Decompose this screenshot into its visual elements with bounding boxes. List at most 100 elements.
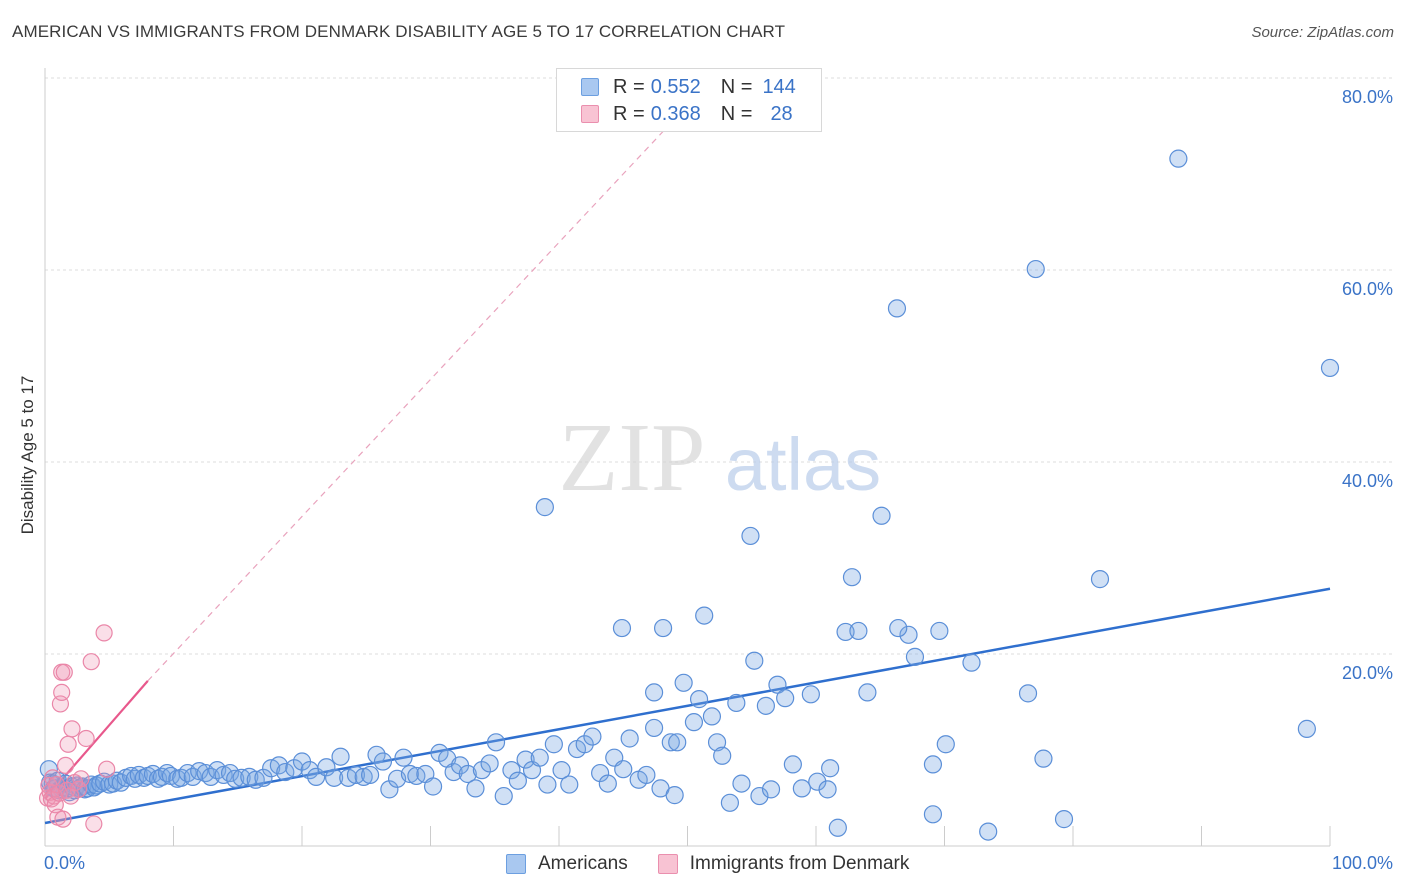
- legend-item-denmark: Immigrants from Denmark: [657, 853, 910, 875]
- point-americans: [373, 752, 393, 771]
- point-denmark: [98, 760, 116, 778]
- legend-row-americans: R = 0.552 N = 144: [581, 73, 796, 101]
- point-americans: [226, 769, 245, 788]
- point-denmark: [53, 683, 71, 702]
- point-denmark: [59, 735, 77, 753]
- point-americans: [331, 747, 350, 766]
- point-americans: [516, 750, 535, 769]
- watermark: ZIP atlas: [559, 404, 882, 512]
- point-americans: [544, 735, 563, 754]
- point-americans: [665, 786, 684, 805]
- point-americans: [713, 746, 732, 765]
- point-americans: [466, 779, 485, 798]
- point-americans: [761, 780, 781, 799]
- source-label: Source: ZipAtlas.com: [1251, 24, 1394, 41]
- legend-label-americans: Americans: [538, 853, 628, 874]
- legend-label-denmark: Immigrants from Denmark: [689, 853, 910, 874]
- point-americans: [818, 780, 837, 799]
- points-layer: [38, 149, 1340, 841]
- point-americans: [768, 675, 787, 694]
- point-americans: [407, 766, 426, 786]
- trendline-denmark-extension: [147, 77, 714, 682]
- point-americans: [423, 777, 443, 796]
- point-americans: [254, 768, 273, 787]
- x-tick-label-max: 100.0%: [1332, 853, 1393, 873]
- point-americans: [702, 707, 722, 726]
- point-denmark: [62, 787, 80, 805]
- grid-layer: [45, 77, 1392, 655]
- point-americans: [530, 748, 549, 767]
- point-americans: [538, 775, 557, 794]
- point-americans: [808, 772, 827, 791]
- point-americans: [1090, 570, 1110, 589]
- point-americans: [836, 622, 855, 642]
- point-americans: [661, 733, 680, 752]
- point-americans: [801, 685, 820, 704]
- legend-row-denmark: R = 0.368 N = 28: [581, 100, 793, 128]
- legend-swatch-americans: [506, 854, 526, 874]
- r-label: R =: [613, 102, 645, 125]
- point-americans: [905, 647, 925, 666]
- point-denmark: [63, 720, 81, 738]
- point-americans: [269, 756, 288, 775]
- point-americans: [750, 786, 769, 806]
- point-americans: [727, 693, 746, 713]
- point-americans: [637, 765, 656, 785]
- n-value: 28: [770, 102, 793, 125]
- point-americans: [472, 761, 491, 780]
- point-denmark: [55, 663, 73, 681]
- point-americans: [858, 683, 877, 702]
- point-americans: [444, 762, 463, 782]
- point-americans: [1054, 810, 1074, 829]
- point-denmark: [77, 729, 95, 748]
- r-label: R =: [613, 75, 645, 98]
- point-americans: [583, 727, 602, 746]
- point-americans: [598, 774, 617, 793]
- point-americans: [653, 618, 673, 638]
- y-tick-label: 80.0%: [1342, 87, 1393, 107]
- point-americans: [887, 299, 907, 318]
- point-americans: [614, 760, 633, 779]
- legend-item-americans: Americans: [506, 853, 628, 875]
- point-americans: [889, 618, 908, 638]
- point-americans: [783, 755, 802, 774]
- point-americans: [502, 761, 521, 780]
- trendline-americans: [44, 587, 1331, 825]
- point-americans: [684, 713, 704, 732]
- point-americans: [220, 763, 240, 783]
- point-americans: [190, 762, 209, 781]
- point-americans: [872, 506, 891, 525]
- point-americans: [936, 735, 955, 754]
- y-axis-title: Disability Age 5 to 17: [18, 375, 37, 535]
- point-americans: [962, 653, 981, 672]
- chart-title: AMERICAN VS IMMIGRANTS FROM DENMARK DISA…: [12, 22, 786, 41]
- point-americans: [792, 779, 811, 798]
- y-tick-label: 60.0%: [1342, 279, 1393, 299]
- point-americans: [741, 526, 760, 546]
- point-americans: [1026, 259, 1045, 279]
- point-americans: [644, 718, 664, 738]
- point-americans: [354, 767, 373, 786]
- point-americans: [285, 759, 304, 778]
- point-americans: [689, 690, 709, 709]
- legend-swatch-denmark: [581, 105, 599, 123]
- point-americans: [214, 765, 233, 785]
- legend-swatch-americans: [581, 78, 599, 96]
- correlation-legend: R = 0.552 N = 144 R = 0.368 N = 28: [556, 68, 822, 132]
- point-americans: [560, 775, 579, 794]
- point-americans: [1018, 684, 1038, 703]
- point-americans: [842, 568, 862, 587]
- point-americans: [232, 768, 251, 787]
- point-americans: [756, 696, 775, 715]
- n-value: 144: [762, 75, 796, 98]
- axis-layer: 20.0% 40.0% 60.0% 80.0% 0.0% 100.0%: [44, 68, 1393, 873]
- point-americans: [674, 673, 693, 692]
- point-americans: [707, 733, 727, 752]
- point-americans: [367, 745, 386, 764]
- point-americans: [899, 625, 918, 644]
- x-tick-label-min: 0.0%: [44, 853, 85, 873]
- point-americans: [552, 761, 571, 780]
- r-value: 0.368: [650, 102, 701, 125]
- point-americans: [361, 765, 380, 785]
- n-label: N =: [720, 75, 753, 98]
